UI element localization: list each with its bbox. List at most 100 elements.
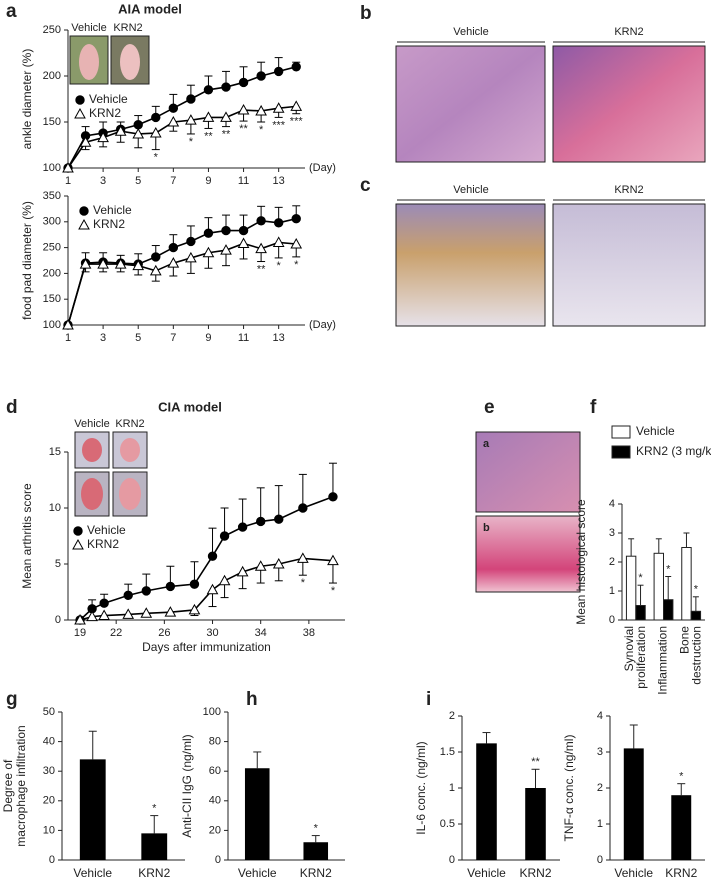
data-point — [149, 127, 162, 138]
y-axis-label: ankle diameter (%) — [20, 49, 34, 150]
data-point — [141, 586, 151, 596]
inset-label: KRN2 — [113, 22, 142, 34]
inset-label: Vehicle — [71, 22, 106, 34]
y-tick-label: 1.5 — [440, 746, 455, 758]
legend-label: Vehicle — [89, 92, 128, 106]
x-tick-label: 13 — [273, 175, 285, 187]
data-point — [220, 244, 232, 255]
data-point — [99, 598, 109, 608]
x-tick-label: 5 — [135, 332, 141, 344]
x-tick-label: 11 — [238, 175, 249, 187]
bar — [690, 610, 702, 621]
panel-b: Vehicle KRN2 — [395, 26, 706, 163]
y-tick-label: 100 — [203, 706, 221, 718]
y-tick-label: 40 — [43, 736, 55, 748]
y-tick-label: 250 — [43, 24, 61, 36]
data-point — [238, 77, 249, 88]
y-tick-label: 2 — [597, 782, 603, 794]
significance: ** — [204, 130, 213, 142]
data-point — [132, 259, 145, 271]
x-tick-label: 9 — [205, 332, 211, 344]
x-tick-label: 1 — [65, 332, 71, 344]
panel-letter: i — [426, 689, 431, 710]
legend-swatch — [611, 425, 631, 439]
panel-letter: c — [360, 175, 371, 196]
legend-symbol — [78, 218, 90, 230]
data-point — [97, 131, 109, 143]
chart: 100 150 200 250 ankle diameter (%) AIA model 1… — [20, 1, 336, 186]
y-tick-label: 50 — [43, 706, 55, 718]
y-axis-label: macrophage infiltration — [14, 725, 28, 846]
paw — [81, 478, 103, 510]
bar — [79, 759, 106, 860]
chart: 0 20 40 60 80 100 Anti-CII IgG (ng/ml) Vehicle K… — [180, 706, 345, 880]
data-point — [202, 246, 215, 258]
y-tick-label: 10 — [43, 824, 55, 836]
y-tick-label: 2 — [449, 710, 455, 722]
data-point — [186, 236, 196, 247]
significance: * — [331, 585, 336, 597]
x-tick-label: destruction — [689, 626, 703, 685]
panel-e: a b — [475, 431, 581, 593]
data-point — [218, 574, 231, 586]
significance: * — [294, 259, 299, 271]
data-point — [97, 258, 109, 269]
x-tick-label: 26 — [158, 627, 170, 639]
x-tick-label: 22 — [110, 627, 122, 639]
inset-label: Vehicle — [74, 418, 109, 430]
data-point — [86, 610, 98, 622]
x-tick-label: 3 — [100, 332, 106, 344]
y-tick-label: 5 — [55, 558, 61, 570]
chart: 100 150 200 250 300 350 food pad diameter (%) 1… — [20, 190, 336, 344]
panel-letter: e — [484, 397, 495, 418]
data-point — [328, 492, 338, 502]
series-line — [67, 241, 297, 326]
data-point — [185, 114, 197, 125]
y-tick-label: 100 — [43, 319, 61, 331]
y-tick-label: 15 — [49, 446, 61, 458]
legend-marker — [72, 538, 84, 550]
chart: 0 1 2 3 4 Mean histological score Synovialprol… — [574, 424, 711, 695]
legend-label: KRN2 — [87, 537, 119, 551]
y-tick-label: 0 — [597, 854, 603, 866]
y-tick-label: 200 — [43, 267, 61, 279]
chart-title: AIA model — [118, 1, 182, 16]
data-point — [98, 609, 110, 621]
x-tick-label: 11 — [238, 332, 249, 344]
x-tick-label: 19 — [74, 627, 86, 639]
paw — [120, 44, 140, 80]
y-tick-label: 150 — [43, 293, 61, 305]
y-axis-label: Mean histological score — [574, 499, 588, 625]
significance: *** — [272, 119, 286, 131]
data-point — [164, 606, 177, 617]
legend-symbol — [73, 526, 83, 536]
legend-label: KRN2 — [89, 106, 121, 120]
data-point — [256, 71, 266, 81]
x-tick-label: 34 — [255, 627, 267, 639]
data-point — [168, 242, 179, 253]
data-point — [167, 257, 180, 268]
image-label: a — [483, 438, 490, 450]
paw — [119, 478, 141, 510]
d-inset: Vehicle KRN2 — [74, 418, 148, 517]
legend-marker — [79, 206, 89, 216]
data-point — [167, 115, 180, 127]
y-tick-label: 80 — [209, 736, 221, 748]
panel-letter: d — [6, 397, 18, 418]
x-tick-label: proliferation — [634, 626, 648, 689]
significance: ** — [531, 756, 540, 768]
data-point — [186, 94, 196, 104]
significance: * — [277, 260, 282, 272]
data-point — [298, 503, 308, 513]
image-label: KRN2 — [614, 184, 643, 196]
histology-image — [552, 45, 706, 163]
data-point — [219, 531, 230, 541]
series-line — [79, 557, 334, 621]
bar — [476, 743, 497, 860]
y-tick-label: 1 — [609, 585, 615, 597]
legend-marker — [73, 526, 83, 536]
data-point — [140, 607, 153, 618]
data-point — [296, 552, 309, 563]
data-point — [327, 554, 339, 566]
data-point — [274, 514, 284, 524]
